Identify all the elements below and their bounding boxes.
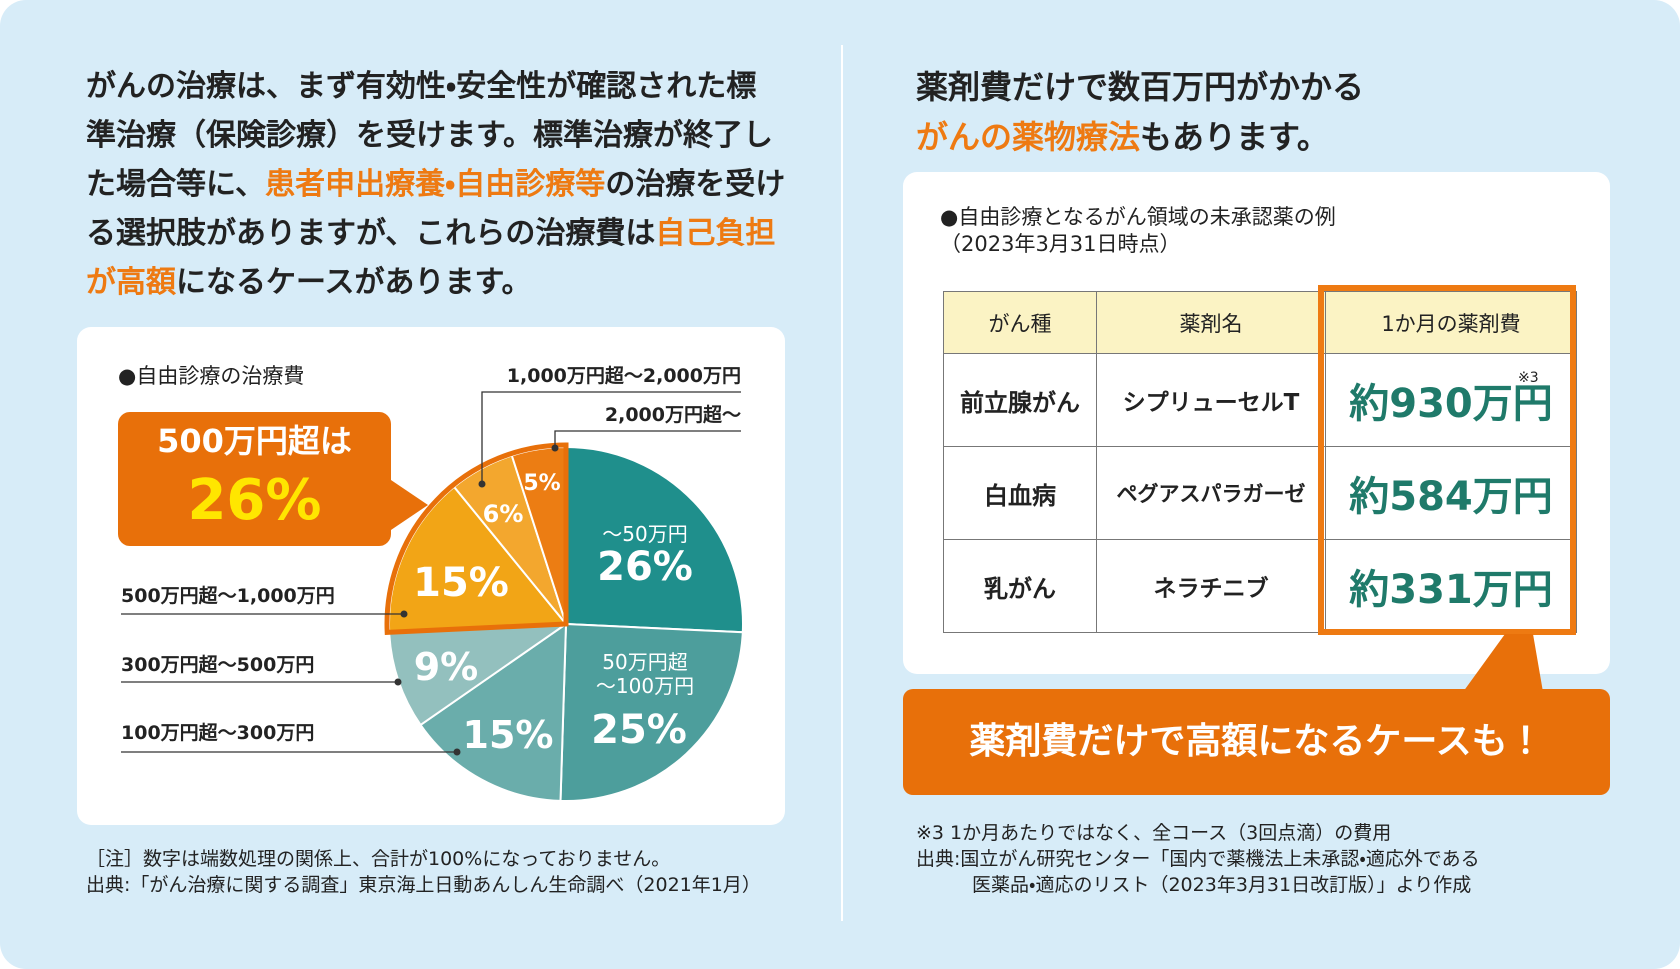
group-outline (384, 442, 569, 635)
pie-slice (565, 445, 744, 634)
body-text: の治療を受ける選択肢がありますが、これらの治療費は (86, 167, 786, 251)
body-text: になるケースがあります。 (176, 265, 532, 300)
note: ※3 1か月あたりではなく、全コース（3回点滴）の費用 (916, 822, 1392, 844)
cell: 白血病 (943, 446, 1097, 540)
drug-table: がん種 薬剤名 1か月の薬剤費 前立腺がん シプリューセルT 約930万円 白血… (943, 291, 1577, 633)
value-label: 9% (413, 645, 479, 690)
chart-title: ●自由診療の治療費 (118, 360, 304, 390)
leader-line (481, 391, 741, 484)
leader-dot (394, 678, 402, 686)
leader-dot (400, 610, 408, 618)
note: 医薬品・適応のリスト（2023年3月31日改訂版）」より作成 (972, 874, 1472, 896)
table-subtitle: （2023年3月31日時点） (940, 232, 1181, 256)
note: 出典:「がん治療に関する調査」東京海上日動あんしん生命調べ（2021年1月） (86, 874, 761, 896)
note: 出典:国立がん研究センター「国内で薬機法上未承認・適応外である (916, 848, 1480, 870)
row: 前立腺がん シプリューセルT 約930万円 (943, 353, 1577, 447)
callout-text: 500万円超は (157, 422, 352, 460)
cell: ネラチニブ (1096, 539, 1326, 633)
callout-box (118, 412, 391, 546)
header-row: がん種 薬剤名 1か月の薬剤費 (943, 291, 1577, 354)
divider (841, 45, 843, 921)
chart-title-text: ●自由診療の治療費 (118, 364, 305, 388)
heading-emphasis: がんの薬物療法 (916, 118, 1141, 156)
category-label: 500万円超～1,000万円 (121, 585, 335, 607)
heading-rest: もあります。 (1140, 118, 1329, 156)
callout-pointer (388, 478, 428, 532)
category-label: 2,000万円超～ (604, 404, 741, 426)
table-caption: ●自由診療となるがん領域の未承認薬の例 （2023年3月31日時点） (940, 204, 1336, 258)
banner: 薬剤費だけで高額になるケースも！ (903, 689, 1610, 795)
row: 白血病 ペグアスパラガーゼ 約584万円 (943, 446, 1577, 540)
emphasis-text: 自己負担が高額 (86, 216, 776, 300)
category-label: 300万円超～500万円 (121, 654, 315, 676)
pointer (1463, 634, 1543, 692)
pie-slice (559, 622, 744, 802)
value-label: 15% (413, 560, 509, 606)
note: ［注］数字は端数処理の関係上、合計が100%になっておりません。 (86, 848, 671, 870)
right-heading: 薬剤費だけで数百万円がかかる がんの薬物療法もあります。 (916, 62, 1364, 162)
row: 乳がん ネラチニブ 約331万円 (943, 539, 1577, 633)
table-title: ●自由診療となるがん領域の未承認薬の例 (940, 205, 1336, 229)
leader-dot (551, 444, 559, 452)
pie-slice (419, 622, 568, 802)
header-cell: 薬剤名 (1096, 291, 1326, 354)
leader-dot (478, 480, 486, 488)
value-label: 5% (523, 470, 561, 496)
body-text: がんの治療は、まず有効性・安全性が確認された標準治療（保険診療）を受けます。標準… (86, 69, 773, 202)
leader-line (554, 430, 741, 448)
category-label: ～50万円 (602, 522, 688, 546)
cell: ペグアスパラガーゼ (1096, 446, 1326, 540)
highlight-frame (1318, 285, 1576, 635)
pie-chart (118, 391, 744, 802)
category-label: 1,000万円超～2,000万円 (506, 365, 741, 387)
header-cell: がん種 (943, 291, 1097, 354)
price-cell: 約331万円 (1325, 539, 1577, 633)
cell: 前立腺がん (943, 353, 1097, 447)
value-label: 26% (597, 544, 693, 590)
callout-value: 26% (187, 468, 322, 533)
leader-dot (453, 748, 461, 756)
category-label: 100万円超～300万円 (121, 722, 315, 744)
banner-pointer (1463, 634, 1543, 692)
value-label: 15% (462, 713, 554, 758)
value-label: 6% (482, 499, 524, 528)
cell: 乳がん (943, 539, 1097, 633)
emphasis-text: 患者申出療養・自由診療等 (265, 167, 606, 202)
note-mark: ※3 (1518, 370, 1539, 386)
intro-text: がんの治療は、まず有効性・安全性が確認された標準治療（保険診療）を受けます。標準… (86, 62, 786, 307)
heading-line: 薬剤費だけで数百万円がかかる (916, 68, 1365, 106)
value-label: 25% (591, 707, 687, 753)
cell: シプリューセルT (1096, 353, 1326, 447)
category-label: 50万円超 ～100万円 (595, 650, 695, 698)
